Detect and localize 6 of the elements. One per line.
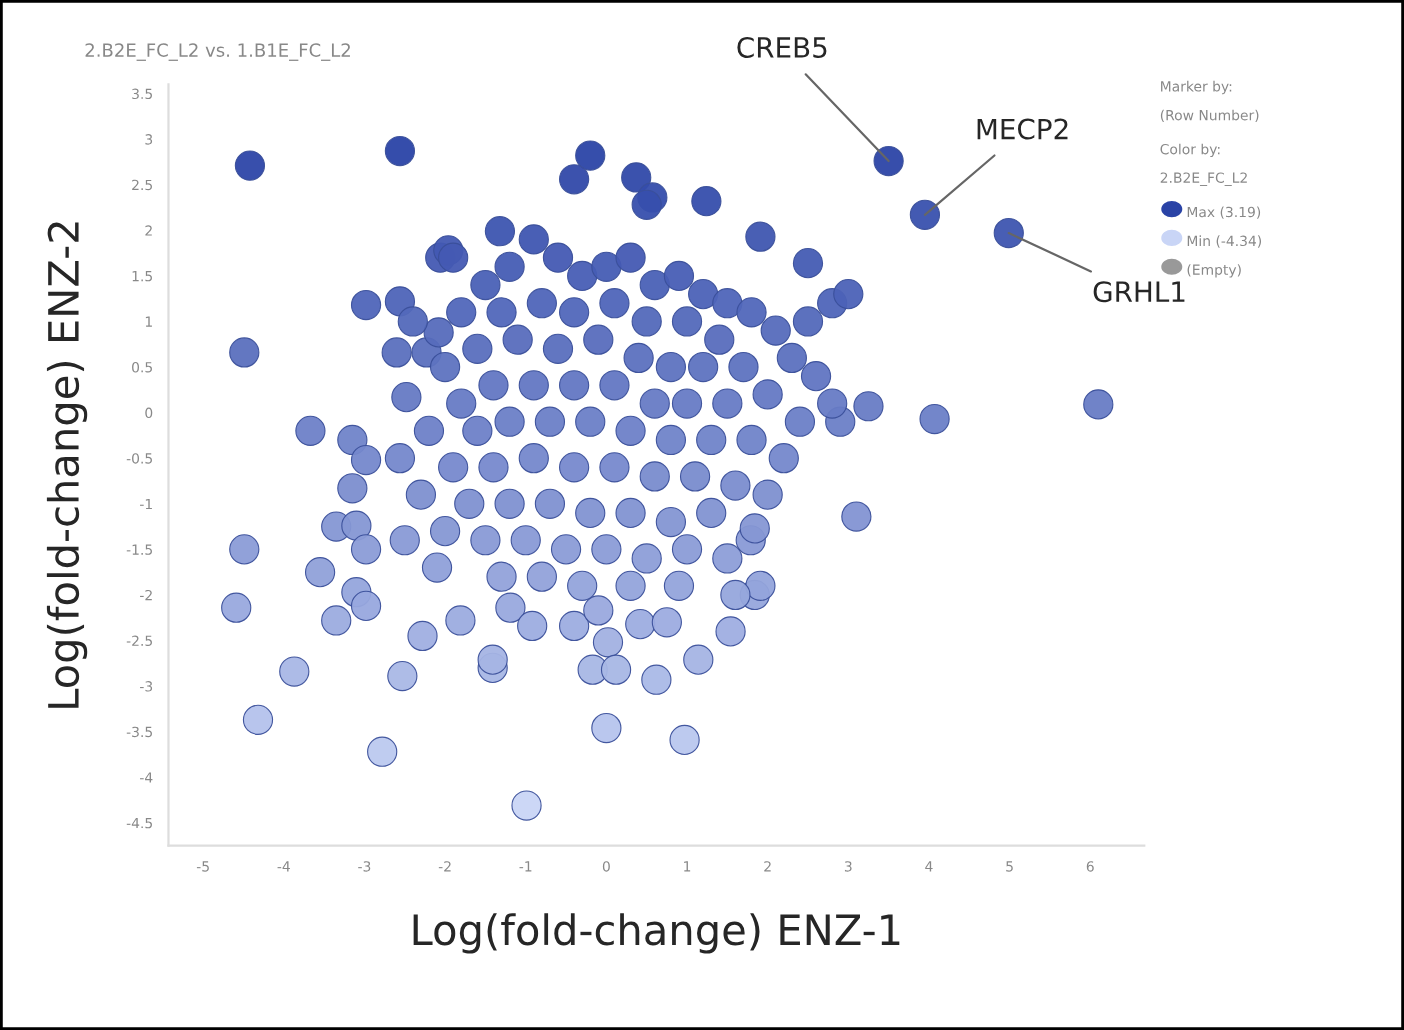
annotation: MECP2 [977, 118, 1068, 140]
chart-title: 2.B2E_FC_L2 vs. 1.B1E_FC_L2 [85, 43, 350, 61]
annotation: GRHL1 [1093, 281, 1185, 303]
y-axis-title: Log(fold-change) ENZ-2 [46, 222, 88, 708]
x-axis-title: Log(fold-change) ENZ-1 [413, 913, 900, 954]
annotation: CREB5 [737, 36, 827, 58]
